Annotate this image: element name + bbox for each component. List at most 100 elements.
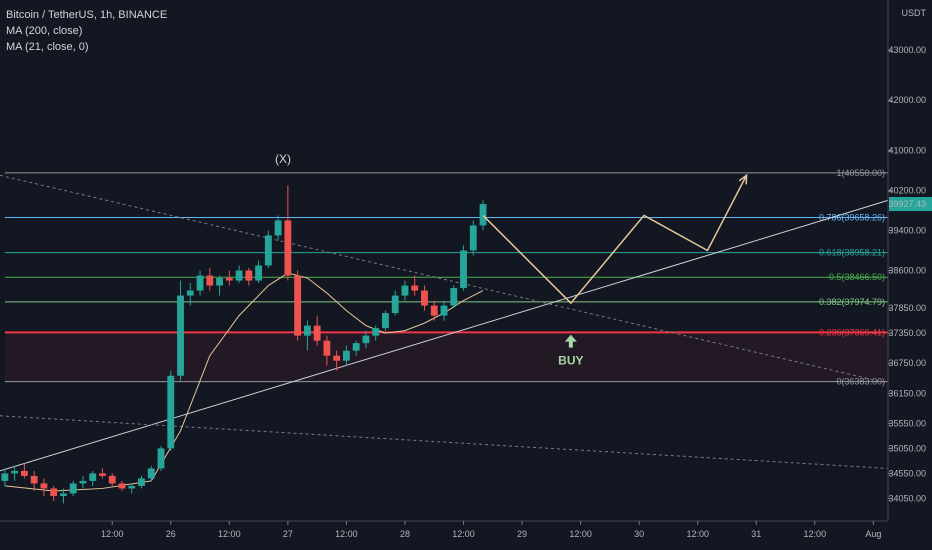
candle-body (343, 350, 350, 361)
time-tick-label: 12:00 (218, 529, 241, 539)
currency-label: USDT (902, 8, 927, 18)
time-tick-label: 12:00 (101, 529, 124, 539)
fib-level-label: 0.236(37366.41) (819, 327, 885, 337)
candle-body (225, 278, 233, 281)
candle-body (479, 204, 487, 226)
time-tick-label: 12:00 (452, 529, 475, 539)
candle-body (1, 473, 9, 481)
price-tick-label: 37350.00 (888, 328, 926, 338)
candle-body (167, 375, 175, 449)
candle-body (382, 313, 389, 329)
buy-arrow-icon (564, 334, 577, 348)
trendline[interactable] (0, 174, 889, 384)
candle-body (421, 290, 428, 306)
candle-body (401, 285, 409, 296)
trendline[interactable] (0, 415, 889, 469)
candle-body (264, 235, 272, 266)
candle-body (69, 483, 77, 494)
fib-zone-fill (4, 332, 888, 382)
chart-legend: Bitcoin / TetherUS, 1h, BINANCE MA (200,… (6, 7, 167, 55)
candle-body (89, 473, 97, 481)
candle-body (186, 290, 194, 296)
candle-body (177, 295, 184, 376)
time-tick-label: 26 (166, 529, 176, 539)
projection-arrowhead (738, 173, 748, 185)
last-price-tag (889, 197, 932, 212)
candle-body (206, 275, 214, 286)
candle-body (196, 275, 204, 291)
price-tick-label: 37850.00 (888, 303, 926, 313)
candle-body (469, 225, 477, 251)
wave-label[interactable]: (X) (275, 152, 291, 166)
price-tick-label: 40200.00 (888, 185, 926, 195)
candle-body (108, 475, 116, 484)
time-tick-label: 30 (634, 529, 644, 539)
time-tick-label: 12:00 (804, 529, 827, 539)
candle-body (333, 355, 341, 361)
time-tick-label: 12:00 (686, 529, 709, 539)
price-tick-label: 36150.00 (888, 388, 926, 398)
candle-body (411, 285, 419, 291)
candle-body (450, 288, 458, 306)
time-tick-label: 12:00 (569, 529, 592, 539)
time-tick-label: Aug (865, 529, 881, 539)
fib-level-label: 0.382(37974.79) (819, 297, 885, 307)
price-tick-label: 43000.00 (888, 45, 926, 55)
symbol-title[interactable]: Bitcoin / TetherUS, 1h, BINANCE (6, 9, 168, 21)
price-tick-label: 39400.00 (888, 225, 926, 235)
candle-body (79, 480, 87, 484)
candle-body (20, 470, 28, 476)
candle-body (460, 250, 467, 289)
time-tick-label: 31 (751, 529, 761, 539)
price-tick-label: 36750.00 (888, 358, 926, 368)
indicator-ma21[interactable]: MA (21, close, 0) (6, 41, 89, 53)
candle-body (128, 485, 136, 489)
fib-level-label: 1(40550.00) (836, 168, 885, 178)
candle-body (50, 488, 58, 496)
projection-path[interactable] (482, 174, 748, 305)
candle-body (362, 335, 370, 344)
candle-body (235, 270, 243, 281)
candle-body (313, 325, 321, 341)
indicator-ma200[interactable]: MA (200, close) (6, 25, 83, 37)
candle-body (255, 265, 263, 281)
candle-body (60, 493, 67, 496)
candle-body (99, 473, 106, 476)
candle-body (294, 275, 302, 336)
candle-body (216, 278, 223, 286)
price-tick-label: 34550.00 (888, 468, 926, 478)
candle-body (40, 483, 48, 489)
plot-area[interactable] (0, 0, 888, 521)
candle-body (430, 305, 438, 316)
price-tick-label: 35050.00 (888, 443, 926, 453)
time-tick-label: 29 (517, 529, 527, 539)
candle-body (138, 478, 145, 486)
candle-body (118, 483, 126, 489)
time-tick-label: 28 (400, 529, 410, 539)
fib-level-label: 0.5(38466.50) (829, 272, 885, 282)
candle-body (274, 220, 282, 236)
price-tick-label: 42000.00 (888, 95, 926, 105)
price-tick-label: 41000.00 (888, 145, 926, 155)
time-tick-label: 12:00 (335, 529, 358, 539)
candle-body (352, 343, 360, 351)
candle-body (11, 470, 19, 474)
fib-level-label: 0.618(38958.21) (819, 248, 885, 258)
candle-body (372, 328, 380, 336)
candle-body (147, 468, 155, 479)
price-tick-label: 38600.00 (888, 266, 926, 276)
candle-body (245, 270, 253, 281)
candle-body (391, 295, 399, 314)
fib-level-label: 0.786(39658.26) (819, 213, 885, 223)
candle-body (30, 475, 38, 484)
candle-body (284, 220, 292, 276)
candle-body (157, 448, 165, 469)
trendline[interactable] (0, 199, 889, 472)
time-tick-label: 27 (283, 529, 293, 539)
buy-label[interactable]: BUY (558, 354, 583, 368)
fib-level-label: 0(36383.00) (836, 377, 885, 387)
price-tick-label: 35550.00 (888, 418, 926, 428)
candle-body (323, 340, 331, 356)
